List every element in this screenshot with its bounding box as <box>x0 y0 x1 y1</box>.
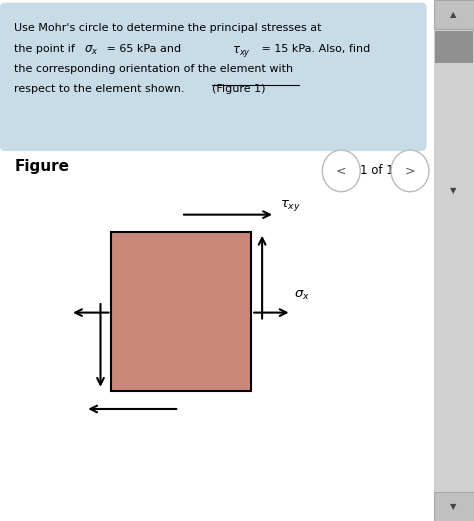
Text: respect to the element shown.: respect to the element shown. <box>14 84 188 94</box>
Text: $\sigma_x$: $\sigma_x$ <box>84 44 99 57</box>
Text: = 15 kPa. Also, find: = 15 kPa. Also, find <box>258 44 371 54</box>
Text: >: > <box>405 165 415 177</box>
Bar <box>434 492 474 521</box>
Text: 1 of 1: 1 of 1 <box>360 165 394 177</box>
Text: <: < <box>336 165 346 177</box>
Text: the corresponding orientation of the element with: the corresponding orientation of the ele… <box>14 64 293 74</box>
Text: $\sigma_x$: $\sigma_x$ <box>294 289 310 302</box>
Bar <box>111 232 251 391</box>
Text: the point if: the point if <box>14 44 79 54</box>
Text: Figure: Figure <box>14 159 69 174</box>
Bar <box>435 31 473 63</box>
Circle shape <box>391 150 429 192</box>
Bar <box>434 0 474 521</box>
Text: = 65 kPa and: = 65 kPa and <box>103 44 185 54</box>
Text: (Figure 1): (Figure 1) <box>212 84 266 94</box>
Circle shape <box>322 150 360 192</box>
FancyBboxPatch shape <box>0 3 427 151</box>
Text: ▼: ▼ <box>450 185 457 195</box>
Text: Use Mohr's circle to determine the principal stresses at: Use Mohr's circle to determine the princ… <box>14 23 322 33</box>
Text: $\tau_{xy}$: $\tau_{xy}$ <box>280 197 301 213</box>
Text: ▲: ▲ <box>450 10 457 19</box>
Bar <box>434 0 474 29</box>
Text: ▼: ▼ <box>450 502 457 511</box>
Text: $\tau_{xy}$: $\tau_{xy}$ <box>232 44 251 59</box>
